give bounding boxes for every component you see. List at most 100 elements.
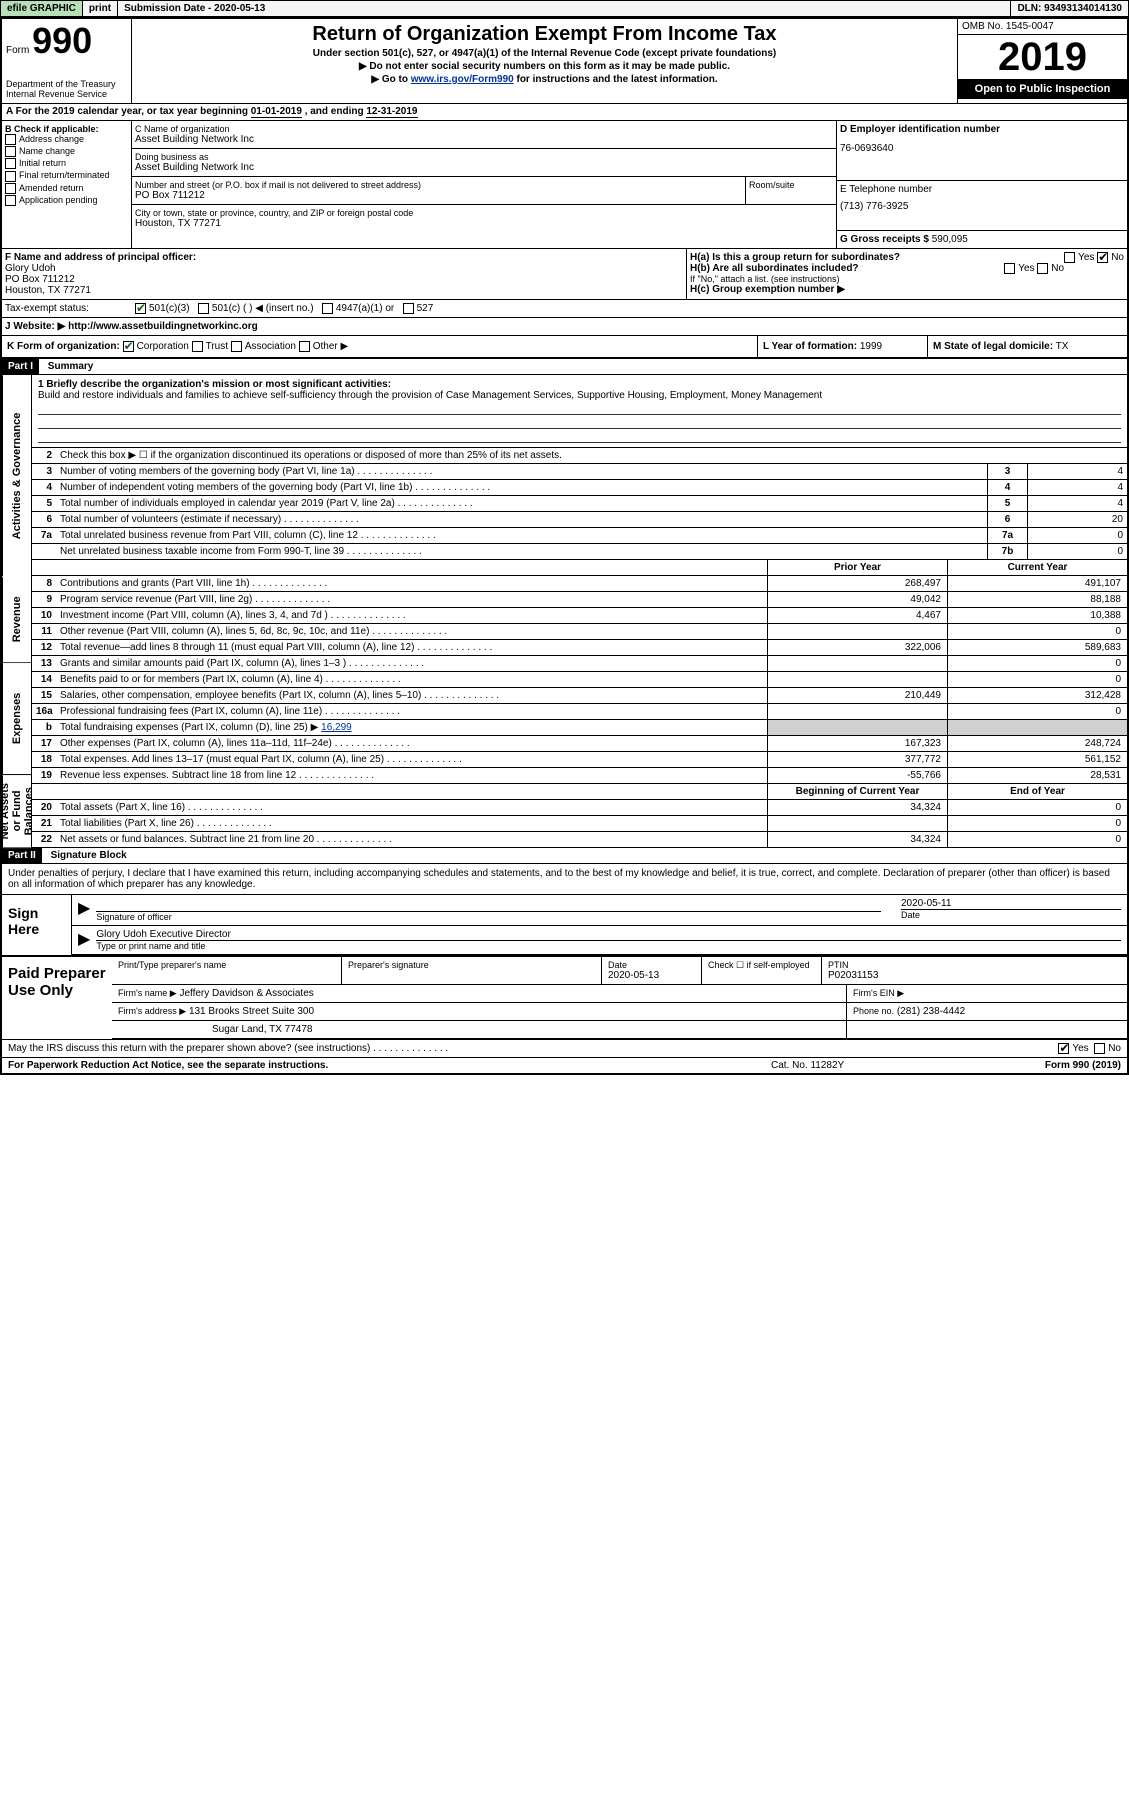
form-org-corp[interactable]: Corporation: [137, 341, 189, 352]
financial-line: 10 Investment income (Part VIII, column …: [32, 608, 1127, 624]
hb-line: H(b) Are all subordinates included? Yes …: [690, 263, 1124, 274]
hb-note: If "No," attach a list. (see instruction…: [690, 274, 1124, 284]
part-1-body: Activities & Governance Revenue Expenses…: [2, 375, 1127, 848]
ha-line: H(a) Is this a group return for subordin…: [690, 252, 1124, 263]
subtitle-3: ▶ Go to www.irs.gov/Form990 for instruct…: [136, 74, 953, 85]
begin-end-header: Beginning of Current Year End of Year: [32, 784, 1127, 800]
ptin-label: PTIN: [828, 960, 1121, 970]
officer-addr1: PO Box 711212: [5, 274, 683, 285]
check-amended-return[interactable]: Amended return: [5, 183, 128, 194]
tax-501c[interactable]: 501(c) ( ) ◀ (insert no.): [212, 303, 314, 314]
preparer-date: 2020-05-13: [608, 970, 695, 981]
line-2: 2 Check this box ▶ ☐ if the organization…: [32, 448, 1127, 464]
tax-527[interactable]: 527: [417, 303, 434, 314]
hc-line: H(c) Group exemption number ▶: [690, 284, 1124, 295]
paperwork-footer: For Paperwork Reduction Act Notice, see …: [2, 1058, 1127, 1073]
discuss-yes[interactable]: Yes: [1072, 1043, 1088, 1054]
current-year-header: Current Year: [947, 560, 1127, 575]
preparer-sig-label: Preparer's signature: [348, 960, 595, 970]
section-fh: F Name and address of principal officer:…: [2, 249, 1127, 300]
firm-addr-label: Firm's address ▶: [118, 1006, 186, 1016]
preparer-row-4: Sugar Land, TX 77478: [112, 1021, 1127, 1039]
instructions-link[interactable]: www.irs.gov/Form990: [411, 74, 514, 85]
website-url[interactable]: http://www.assetbuildingnetworkinc.org: [68, 321, 258, 332]
year-columns-header: Prior Year Current Year: [32, 560, 1127, 576]
self-employed-check[interactable]: Check ☐ if self-employed: [708, 960, 815, 971]
financial-line: 16a Professional fundraising fees (Part …: [32, 704, 1127, 720]
financial-line: 18 Total expenses. Add lines 13–17 (must…: [32, 752, 1127, 768]
form-org-other[interactable]: Other ▶: [313, 341, 348, 352]
part-2-badge: Part II: [2, 848, 42, 863]
gov-line: Net unrelated business taxable income fr…: [32, 544, 1127, 560]
declaration-text: Under penalties of perjury, I declare th…: [2, 864, 1127, 895]
financial-line: 14 Benefits paid to or for members (Part…: [32, 672, 1127, 688]
line-2-desc: Check this box ▶ ☐ if the organization d…: [56, 448, 1127, 463]
tax-status-label: Tax-exempt status:: [5, 303, 135, 314]
box-c: C Name of organization Asset Building Ne…: [132, 121, 837, 248]
check-name-change[interactable]: Name change: [5, 146, 128, 157]
officer-name: Glory Udoh: [5, 263, 683, 274]
tab-expenses: Expenses: [2, 663, 31, 775]
part-2-header: Part II Signature Block: [2, 848, 1127, 864]
type-arrow-icon: ▶: [78, 929, 96, 951]
cat-number: Cat. No. 11282Y: [771, 1060, 971, 1071]
gov-line: 6 Total number of volunteers (estimate i…: [32, 512, 1127, 528]
type-name-row: ▶ Glory Udoh Executive Director Type or …: [72, 926, 1127, 955]
tab-activities-governance: Activities & Governance: [2, 375, 31, 576]
form-header: Form 990 Department of the Treasury Inte…: [2, 19, 1127, 104]
preparer-row-2: Firm's name ▶ Jeffery Davidson & Associa…: [112, 985, 1127, 1003]
top-bar: efile GRAPHIC print Submission Date - 20…: [0, 0, 1129, 17]
financial-line: 8 Contributions and grants (Part VIII, l…: [32, 576, 1127, 592]
dln: DLN: 93493134014130: [1011, 1, 1128, 16]
department: Department of the Treasury Internal Reve…: [6, 79, 127, 99]
financial-line: 12 Total revenue—add lines 8 through 11 …: [32, 640, 1127, 656]
tax-year: 2019: [958, 35, 1127, 79]
end-year-header: End of Year: [947, 784, 1127, 799]
form-footer-label: Form 990 (2019): [971, 1060, 1121, 1071]
fundraising-value: 16,299: [321, 722, 352, 733]
dba-label: Doing business as: [135, 152, 833, 162]
form-number: 990: [32, 20, 92, 61]
tax-year-begin: 01-01-2019: [251, 106, 302, 118]
dba-name: Asset Building Network Inc: [135, 162, 833, 173]
signature-of-officer-label: Signature of officer: [96, 912, 881, 922]
preparer-row-1: Print/Type preparer's name Preparer's si…: [112, 957, 1127, 985]
paperwork-notice: For Paperwork Reduction Act Notice, see …: [8, 1060, 771, 1071]
signature-of-officer-row: ▶ Signature of officer 2020-05-11 Date: [72, 895, 1127, 926]
document: Form 990 Department of the Treasury Inte…: [0, 17, 1129, 1075]
paid-preparer-block: Paid Preparer Use Only Print/Type prepar…: [2, 957, 1127, 1040]
officer-addr2: Houston, TX 77271: [5, 285, 683, 296]
room-label: Room/suite: [749, 180, 833, 190]
box-l: L Year of formation: 1999: [757, 336, 927, 357]
header-right: OMB No. 1545-0047 2019 Open to Public In…: [957, 19, 1127, 103]
box-d: D Employer identification number 76-0693…: [837, 121, 1127, 248]
check-address-change[interactable]: Address change: [5, 134, 128, 145]
ein-value: 76-0693640: [840, 143, 1124, 154]
part-2-title: Signature Block: [45, 848, 133, 863]
ein-label: D Employer identification number: [840, 124, 1124, 135]
firm-name: Jeffery Davidson & Associates: [179, 988, 313, 999]
tel-label: E Telephone number: [840, 184, 1124, 195]
discuss-row: May the IRS discuss this return with the…: [2, 1040, 1127, 1058]
financial-line: 13 Grants and similar amounts paid (Part…: [32, 656, 1127, 672]
calendar-year-line: A For the 2019 calendar year, or tax yea…: [2, 104, 1127, 121]
form-title: Return of Organization Exempt From Incom…: [136, 23, 953, 46]
gov-line: 3 Number of voting members of the govern…: [32, 464, 1127, 480]
box-b-title: B Check if applicable:: [5, 124, 128, 134]
check-application-pending[interactable]: Application pending: [5, 195, 128, 206]
efile-label: efile GRAPHIC: [1, 1, 83, 16]
tax-4947[interactable]: 4947(a)(1) or: [336, 303, 394, 314]
form-org-assoc[interactable]: Association: [245, 341, 296, 352]
print-label[interactable]: print: [83, 1, 118, 16]
form-word: Form: [6, 45, 29, 56]
ptin-value: P02031153: [828, 970, 1121, 981]
tax-501c3[interactable]: 501(c)(3): [149, 303, 190, 314]
box-f: F Name and address of principal officer:…: [2, 249, 687, 299]
check-final-return[interactable]: Final return/terminated: [5, 170, 128, 181]
print-name-label: Print/Type preparer's name: [118, 960, 335, 970]
discuss-no[interactable]: No: [1108, 1043, 1121, 1054]
check-initial-return[interactable]: Initial return: [5, 158, 128, 169]
mission-text: Build and restore individuals and famili…: [38, 390, 1121, 401]
box-b: B Check if applicable: Address change Na…: [2, 121, 132, 248]
form-org-trust[interactable]: Trust: [206, 341, 228, 352]
